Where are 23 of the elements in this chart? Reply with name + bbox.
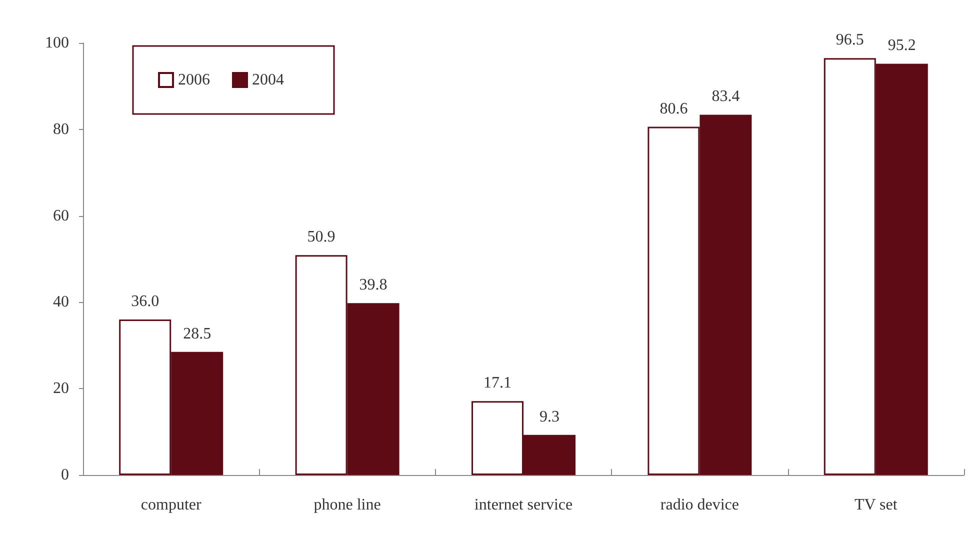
y-tick-label: 80 xyxy=(53,120,69,138)
data-label: 96.5 xyxy=(836,32,864,49)
data-label: 9.3 xyxy=(540,408,560,426)
data-label: 83.4 xyxy=(712,88,740,106)
y-tick-label: 0 xyxy=(61,466,69,484)
x-tick-label: internet service xyxy=(474,496,573,514)
x-tick-label: radio device xyxy=(660,496,740,514)
x-tick-label: TV set xyxy=(854,496,898,514)
data-label: 28.5 xyxy=(183,325,212,342)
x-tick-label: phone line xyxy=(314,496,381,514)
data-label: 95.2 xyxy=(888,37,916,54)
x-tick-label: computer xyxy=(140,496,202,514)
data-label: 80.6 xyxy=(660,100,688,118)
y-tick-label: 60 xyxy=(53,207,69,224)
y-tick-label: 40 xyxy=(53,294,69,311)
data-label: 36.0 xyxy=(131,292,160,310)
data-label: 50.9 xyxy=(307,228,336,246)
data-label: 17.1 xyxy=(484,374,512,392)
legend-label: 2004 xyxy=(252,72,284,88)
legend-label: 2006 xyxy=(178,72,210,88)
y-tick-label: 20 xyxy=(53,380,69,398)
data-label: 39.8 xyxy=(359,276,388,294)
y-tick-label: 100 xyxy=(45,34,69,52)
